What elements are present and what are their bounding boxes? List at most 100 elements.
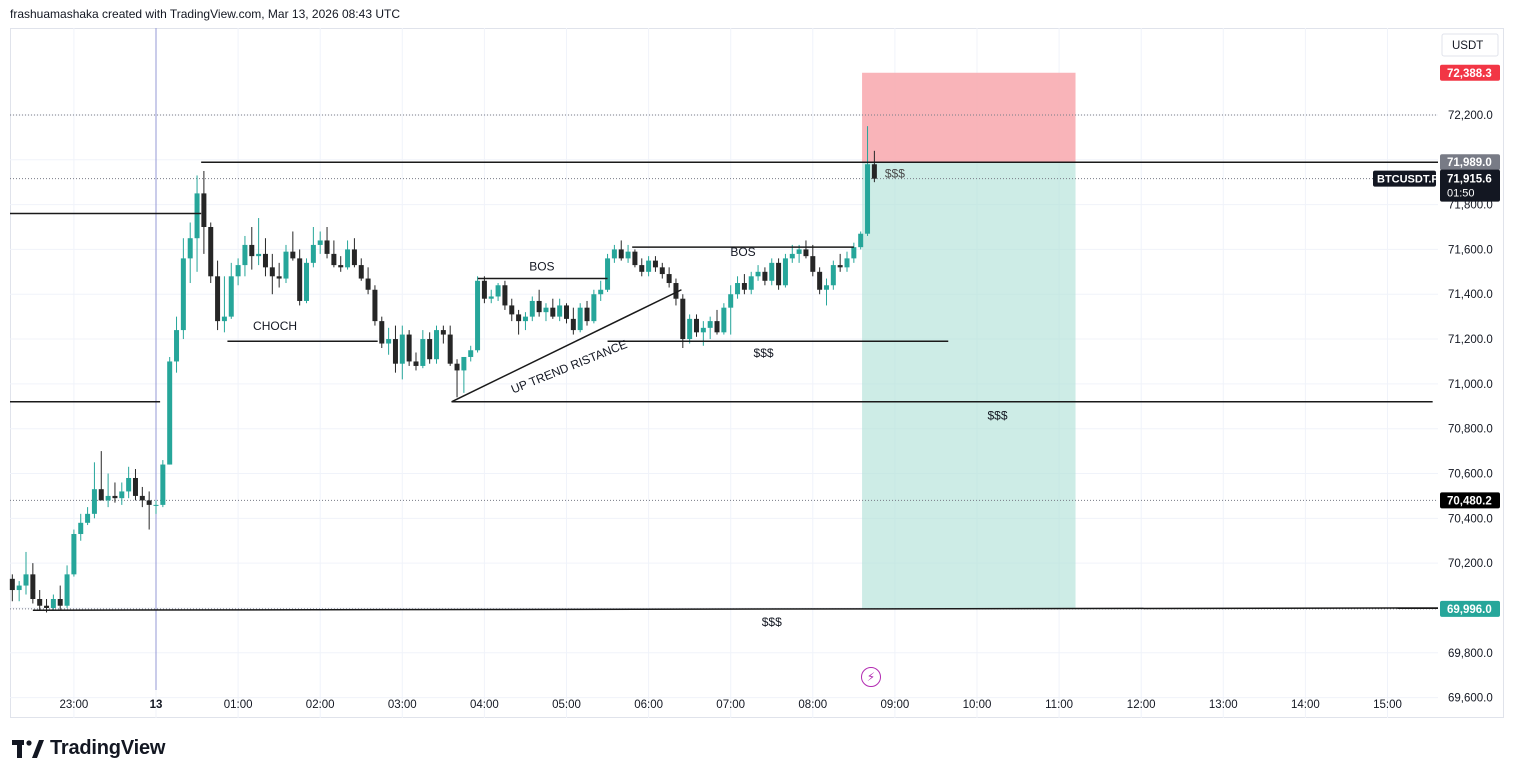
candle-body — [666, 274, 672, 284]
candle-body — [174, 330, 180, 362]
y-tick-label: 70,600.0 — [1448, 469, 1493, 481]
stop-price-label: 72,388.3 — [1447, 68, 1492, 80]
candle-body — [823, 285, 829, 290]
y-tick-label: 71,600.0 — [1448, 244, 1493, 256]
candle-body — [30, 574, 36, 600]
candle-body — [584, 307, 590, 322]
y-tick-label: 71,200.0 — [1448, 334, 1493, 346]
candle-body — [796, 249, 802, 254]
candle-body — [283, 251, 289, 279]
candle-body — [447, 334, 453, 364]
candle-body — [85, 513, 91, 523]
tradingview-logo[interactable]: TradingView — [12, 737, 165, 760]
candle-body — [837, 265, 843, 268]
x-tick-label: 04:00 — [470, 699, 499, 711]
candle-body — [700, 327, 706, 333]
candle-body — [358, 265, 364, 279]
candle-body — [830, 265, 836, 286]
take-profit-zone — [862, 162, 1076, 609]
candle-body — [454, 363, 460, 371]
candle-body — [434, 330, 440, 360]
x-tick-label: 03:00 — [388, 699, 417, 711]
candle-body — [871, 164, 877, 179]
candle-body — [625, 251, 631, 259]
x-tick-label: 06:00 — [634, 699, 663, 711]
candle-body — [509, 305, 515, 315]
candle-body — [187, 238, 193, 259]
candle-body — [23, 574, 29, 586]
candle-body — [522, 316, 528, 322]
line-trend — [451, 289, 682, 403]
candle-body — [461, 356, 467, 371]
liquidity-label-1: $$$ — [885, 167, 905, 181]
candle-body — [242, 244, 248, 266]
candle-body — [495, 285, 501, 297]
candle-body — [762, 271, 768, 281]
candle-body — [221, 316, 227, 322]
candle-body — [769, 262, 775, 281]
candle-body — [262, 253, 268, 268]
candle-body — [707, 321, 713, 328]
candle-body — [139, 495, 145, 501]
candle-body — [304, 262, 310, 301]
candle-body — [71, 534, 77, 575]
candle-body — [338, 265, 344, 268]
y-tick-label: 69,800.0 — [1448, 648, 1493, 660]
attribution-text: frashuamashaka created with TradingView.… — [10, 7, 400, 21]
candle-body — [386, 339, 392, 344]
candle-body — [646, 260, 652, 272]
candle-body — [57, 599, 63, 606]
candle-body — [392, 339, 398, 364]
candle-body — [16, 585, 22, 591]
candle-body — [865, 164, 871, 234]
candle-body — [810, 256, 816, 272]
candle-body — [235, 265, 241, 277]
candle-body — [475, 280, 481, 351]
x-tick-label: 13:00 — [1209, 699, 1238, 711]
candle-body — [782, 258, 788, 286]
x-tick-label: 01:00 — [224, 699, 253, 711]
candle-body — [310, 244, 316, 263]
candle-body — [440, 330, 446, 335]
bos-label-2: BOS — [730, 245, 755, 259]
candle-body — [728, 294, 734, 308]
candle-body — [632, 251, 638, 266]
choch-label: CHOCH — [253, 319, 297, 333]
candle-body — [276, 276, 282, 279]
candle-body — [488, 296, 494, 299]
x-tick-label: 11:00 — [1045, 699, 1073, 711]
candle-body — [112, 495, 118, 499]
last-price-bg — [1440, 169, 1500, 202]
candle-body — [413, 361, 419, 366]
currency-label: USDT — [1452, 40, 1483, 52]
line-bottom-liq — [32, 607, 1439, 611]
drawn-lines — [10, 161, 1439, 611]
lightning-icon[interactable]: ⚡ — [861, 667, 881, 687]
candle-body — [365, 278, 371, 290]
candle-body — [755, 271, 761, 277]
x-tick-label: 08:00 — [798, 699, 827, 711]
y-tick-label: 69,600.0 — [1448, 693, 1493, 705]
candle-body — [167, 361, 173, 465]
y-tick-label: 70,400.0 — [1448, 513, 1493, 525]
position-zones — [862, 72, 1076, 609]
symbol-tag-bg — [1373, 170, 1436, 187]
symbol-tag: BTCUSDT.P — [1377, 174, 1439, 186]
candle-body — [208, 226, 214, 277]
candle-body — [297, 258, 303, 301]
marked-price-label-bg — [1440, 492, 1500, 509]
candle-body — [331, 253, 337, 266]
candle-body — [324, 240, 330, 254]
x-tick-label: 14:00 — [1291, 699, 1320, 711]
candle-body — [611, 249, 617, 259]
candle-body — [693, 318, 699, 333]
candle-body — [317, 240, 323, 245]
candle-body — [844, 258, 850, 268]
liquidity-label-2: $$$ — [754, 346, 774, 360]
y-tick-label: 71,800.0 — [1448, 200, 1493, 212]
y-tick-label: 72,200.0 — [1448, 110, 1493, 122]
x-tick-label: 02:00 — [306, 699, 335, 711]
x-axis: 23:00 13 01:00 02:00 03:00 04:00 05:00 06:00 07:… — [60, 699, 1402, 711]
candle-body — [249, 244, 255, 257]
